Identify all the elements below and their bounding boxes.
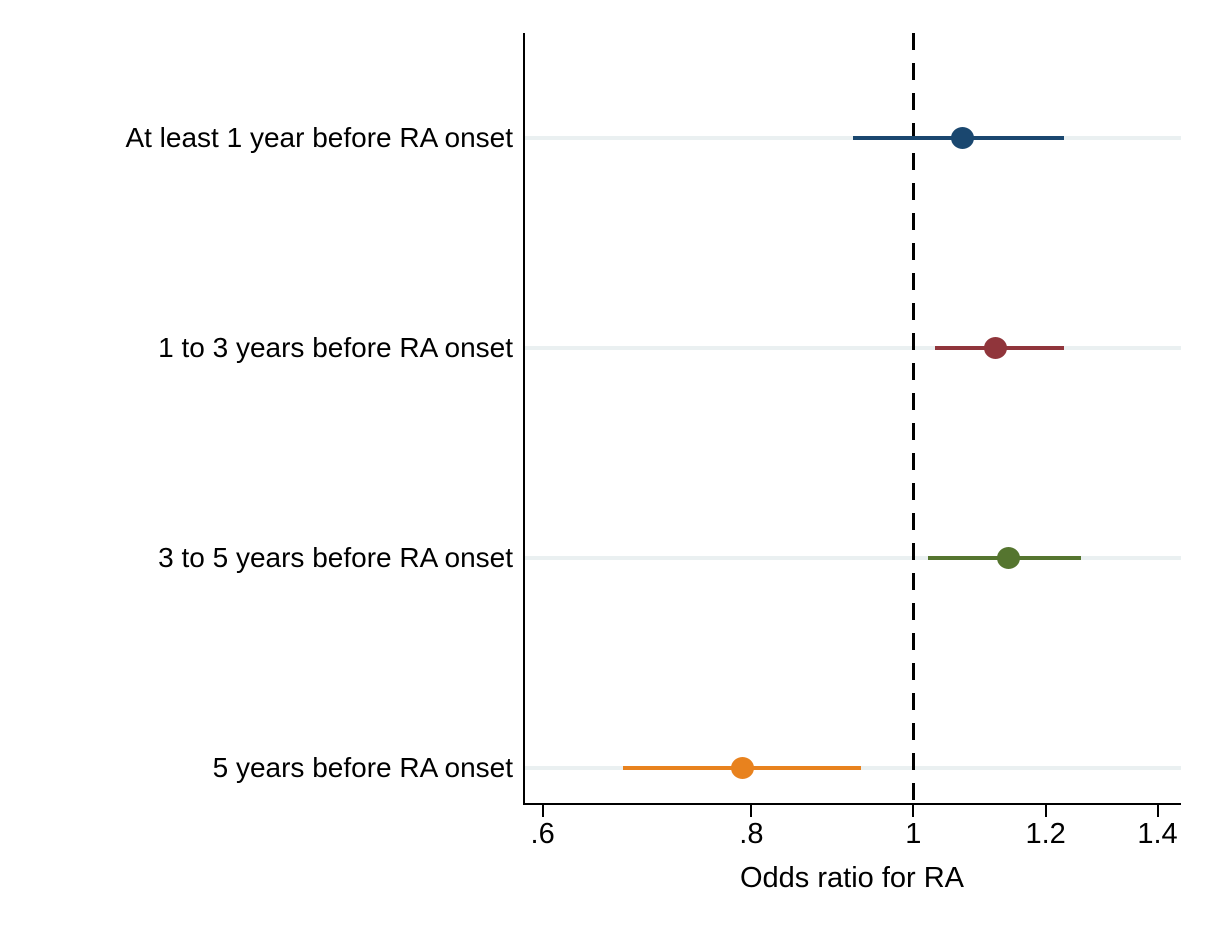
- gridline: [523, 346, 1181, 350]
- y-axis-line: [523, 33, 525, 805]
- x-axis-tick-label: .6: [530, 818, 555, 850]
- point-marker: [984, 337, 1008, 359]
- x-axis-tick: [1156, 804, 1159, 817]
- x-axis-tick-label: .8: [739, 818, 764, 850]
- gridline: [523, 556, 1181, 560]
- gridline: [523, 136, 1181, 140]
- x-axis-tick: [541, 804, 544, 817]
- reference-line: [911, 33, 915, 805]
- x-axis-tick-label: 1.2: [1025, 818, 1066, 850]
- x-axis-tick: [912, 804, 915, 817]
- x-axis-tick-label: 1: [905, 818, 922, 850]
- x-axis-tick: [1044, 804, 1047, 817]
- x-axis-tick-label: 1.4: [1137, 818, 1178, 850]
- category-label: 1 to 3 years before RA onset: [158, 332, 513, 363]
- category-label: 5 years before RA onset: [212, 752, 513, 783]
- x-axis-title: Odds ratio for RA: [739, 862, 965, 894]
- point-marker: [950, 127, 974, 149]
- category-label: 3 to 5 years before RA onset: [158, 542, 513, 573]
- x-axis-tick: [750, 804, 753, 817]
- point-marker: [730, 757, 754, 779]
- x-axis-line: [523, 803, 1181, 805]
- point-marker: [996, 547, 1020, 569]
- category-label: At least 1 year before RA onset: [125, 122, 513, 153]
